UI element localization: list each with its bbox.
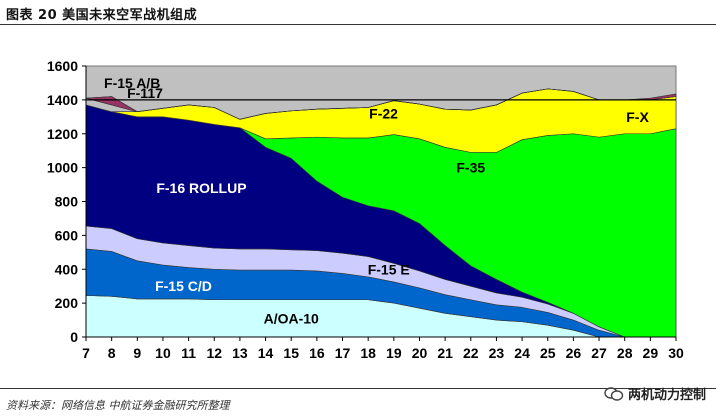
y-tick-label: 1000 [47,160,78,176]
area-f-x [85,88,677,120]
series-label: F-15 E [368,261,410,277]
stacked-area-chart: 0 200 400 600 800 1000 1200 1400 1600 7 8 9 10 11 12 13… [47,58,684,361]
series-label: F-35 [456,160,485,176]
y-tick-label: 200 [55,295,79,311]
series-label: F-117 [127,85,163,101]
x-tick-label: 24 [514,345,530,361]
x-tick-label: 7 [82,345,90,361]
x-tick-label: 21 [437,345,453,361]
x-tick-label: 29 [643,345,659,361]
x-tick-label: 25 [540,345,556,361]
series-label: F-15 C/D [155,278,212,294]
x-tick-label: 26 [566,345,582,361]
y-tick-label: 800 [55,194,79,210]
x-tick-label: 16 [309,345,325,361]
x-tick-label: 14 [258,345,274,361]
x-tick-label: 10 [155,345,171,361]
y-tick-label: 600 [55,227,79,243]
series-label: F-X [626,109,649,125]
x-tick-label: 9 [133,345,141,361]
series-label: A/OA-10 [264,310,319,326]
watermark-text: 两机动力控制 [627,388,706,403]
y-tick-label: 400 [55,261,79,277]
x-tick-label: 23 [489,345,505,361]
x-tick-label: 19 [386,345,402,361]
y-tick-label: 1400 [47,92,78,108]
source-note: 资料来源：网络信息 中航证券金融研究所整理 [6,399,230,412]
x-tick-label: 8 [108,345,116,361]
x-tick-label: 20 [412,345,428,361]
x-tick-label: 27 [591,345,607,361]
wechat-icon [604,386,624,401]
x-tick-label: 28 [617,345,633,361]
x-tick-label: 11 [181,345,196,361]
top-rule [0,24,716,25]
y-tick-label: 1200 [47,126,78,142]
x-tick-label: 17 [335,345,351,361]
x-tick-label: 12 [206,345,222,361]
series-label: F-22 [369,105,398,121]
figure-caption: 图表 20 美国未来空军战机组成 [6,8,198,23]
y-tick-label: 0 [70,329,78,345]
x-tick-label: 13 [232,345,248,361]
bottom-rule [0,388,716,389]
watermark: 两机动力控制 [604,384,706,403]
x-tick-label: 30 [668,345,684,361]
x-tick-label: 18 [360,345,376,361]
series-label: F-15 A/B [104,75,160,91]
series-label: F-16 ROLLUP [156,180,246,196]
x-tick-label: 22 [463,345,479,361]
x-tick-label: 15 [283,345,299,361]
y-tick-label: 1600 [47,58,78,74]
